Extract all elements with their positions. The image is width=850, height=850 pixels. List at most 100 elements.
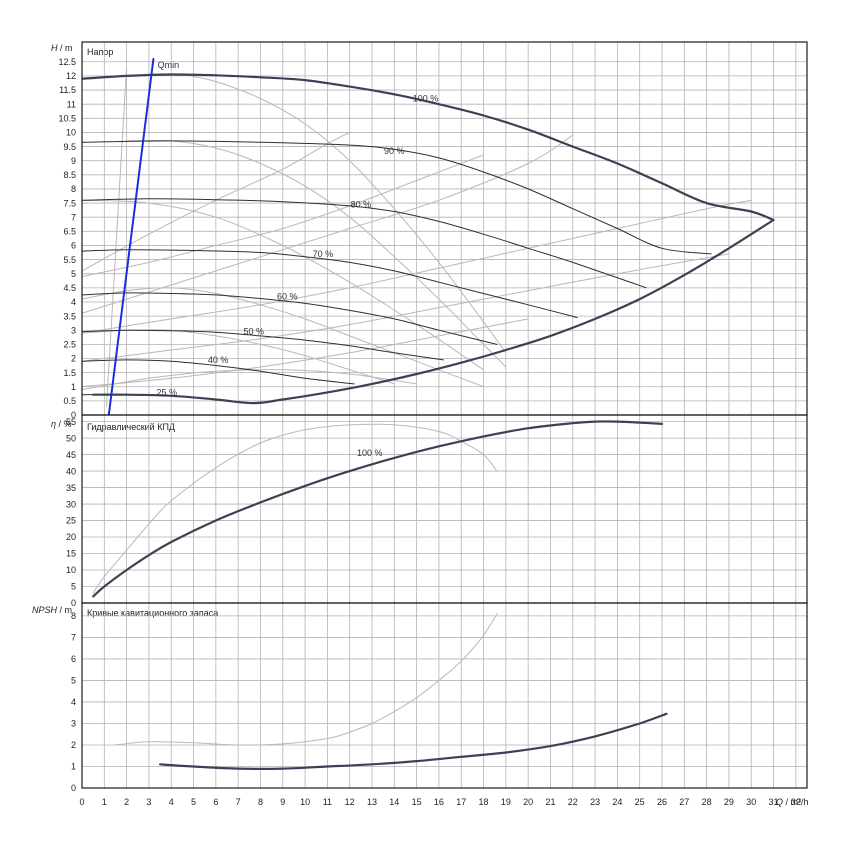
curve-labels: 100 % 90 % 80 % 70 % 60 % 50 % 40 % 25 % Qmin 100… — [157, 60, 439, 458]
head-series-line-50 — [82, 329, 444, 361]
x-tick-label: 8 — [258, 797, 263, 807]
head-y-tick-label: 12.5 — [58, 57, 76, 67]
head-series-line-light — [82, 318, 529, 388]
head-y-tick-label: 9.5 — [63, 142, 76, 152]
efficiency-y-tick-label: 45 — [66, 450, 76, 460]
head-panel-frame — [81, 41, 808, 416]
efficiency-y-tick-label: 30 — [66, 499, 76, 509]
head-series-line-light — [82, 287, 484, 388]
efficiency-y-tick-label: 40 — [66, 466, 76, 476]
qmin-annotation: Qmin — [158, 60, 180, 70]
head-curve-label: 90 % — [384, 146, 405, 156]
x-tick-label: 10 — [300, 797, 310, 807]
head-series-line-light — [82, 154, 484, 277]
x-tick-label: 19 — [501, 797, 511, 807]
x-tick-label: 7 — [236, 797, 241, 807]
efficiency-series-line-100 — [92, 420, 664, 598]
npsh-y-tick-label: 2 — [71, 740, 76, 750]
npsh-y-tick-label: 5 — [71, 676, 76, 686]
head-series-line-100 — [82, 73, 775, 222]
x-tick-label: 28 — [702, 797, 712, 807]
head-y-tick-label: 9 — [71, 156, 76, 166]
npsh-series-line-main — [159, 712, 668, 770]
x-tick-label: 6 — [213, 797, 218, 807]
head-series-line-90 — [82, 140, 712, 255]
efficiency-y-tick-label: 25 — [66, 516, 76, 526]
efficiency-y-tick-label: 15 — [66, 549, 76, 559]
efficiency-y-tick-label: 5 — [71, 582, 76, 592]
x-tick-label: 29 — [724, 797, 734, 807]
head-series-line-40 — [82, 359, 355, 385]
npsh-y-tick-label: 7 — [71, 633, 76, 643]
head-curve-label: 80 % — [351, 199, 372, 209]
x-tick-label: 15 — [412, 797, 422, 807]
x-tick-label: 12 — [345, 797, 355, 807]
head-series-line-80 — [82, 198, 647, 289]
x-tick-label: 13 — [367, 797, 377, 807]
head-series-line-light — [181, 74, 507, 354]
head-y-tick-label: 8 — [71, 184, 76, 194]
npsh-panel-frame — [81, 602, 808, 789]
efficiency-panel-frame — [81, 414, 808, 604]
head-series-line-light — [82, 253, 730, 362]
head-y-tick-label: 4.5 — [63, 283, 76, 293]
x-tick-label: 26 — [657, 797, 667, 807]
head-y-tick-label: 3 — [71, 325, 76, 335]
panel-frames — [81, 41, 808, 789]
x-tick-label: 1 — [102, 797, 107, 807]
npsh-y-tick-label: 4 — [71, 697, 76, 707]
efficiency-panel-title: Гидравлический КПД — [87, 422, 175, 432]
head-y-tick-label: 3.5 — [63, 311, 76, 321]
head-y-tick-label: 1 — [71, 382, 76, 392]
head-y-tick-label: 0 — [71, 410, 76, 420]
x-tick-label: 24 — [612, 797, 622, 807]
head-y-tick-label: 4 — [71, 297, 76, 307]
head-y-tick-label: 7.5 — [63, 198, 76, 208]
flow-axis-label: Q / m³/h — [776, 797, 809, 807]
head-series-line-70 — [82, 249, 578, 318]
npsh-series-group — [115, 613, 668, 770]
x-tick-label: 5 — [191, 797, 196, 807]
head-y-tick-label: 5.5 — [63, 255, 76, 265]
head-series-line-60 — [82, 292, 498, 345]
x-tick-label: 27 — [679, 797, 689, 807]
x-tick-label: 4 — [169, 797, 174, 807]
x-tick-label: 30 — [746, 797, 756, 807]
efficiency-y-tick-label: 0 — [71, 598, 76, 608]
head-curve-label: 70 % — [313, 249, 334, 259]
x-tick-label: 11 — [323, 797, 332, 807]
head-y-tick-label: 6 — [71, 241, 76, 251]
head-series-line-light — [106, 66, 128, 407]
head-y-tick-label: 12 — [66, 71, 76, 81]
npsh-y-tick-label: 0 — [71, 783, 76, 793]
x-tick-label: 16 — [434, 797, 444, 807]
head-axis-label: H / m — [51, 43, 73, 53]
head-y-tick-label: 10.5 — [58, 113, 76, 123]
npsh-y-tick-label: 8 — [71, 611, 76, 621]
head-series-line-light — [82, 134, 574, 314]
head-series-group — [82, 58, 775, 415]
head-y-tick-label: 7 — [71, 212, 76, 222]
x-tick-label: 17 — [456, 797, 466, 807]
head-curve-label: 100 % — [413, 94, 439, 104]
efficiency-axis-label: η / % — [51, 419, 72, 429]
efficiency-y-tick-label: 55 — [66, 417, 76, 427]
efficiency-series-line-light — [92, 423, 498, 594]
head-y-tick-label: 5 — [71, 269, 76, 279]
efficiency-y-tick-label: 35 — [66, 483, 76, 493]
tick-labels: 0 1 2 3 4 5 6 7 8 9 10 11 12 13 14 15 16 17 18 19 20 21 22 23 24… — [58, 57, 800, 807]
npsh-y-tick-label: 1 — [71, 762, 76, 772]
x-tick-label: 31 — [769, 797, 779, 807]
head-y-tick-label: 0.5 — [63, 396, 76, 406]
x-tick-label: 2 — [124, 797, 129, 807]
head-series-line-blue — [107, 58, 155, 415]
x-tick-label: 25 — [635, 797, 645, 807]
x-tick-label: 0 — [79, 797, 84, 807]
efficiency-y-tick-label: 50 — [66, 433, 76, 443]
npsh-axis-label: NPSH / m — [32, 605, 72, 615]
x-tick-label: 22 — [568, 797, 578, 807]
head-series-line-main — [92, 218, 775, 405]
head-series-line-light — [126, 139, 507, 368]
x-tick-label: 14 — [389, 797, 399, 807]
